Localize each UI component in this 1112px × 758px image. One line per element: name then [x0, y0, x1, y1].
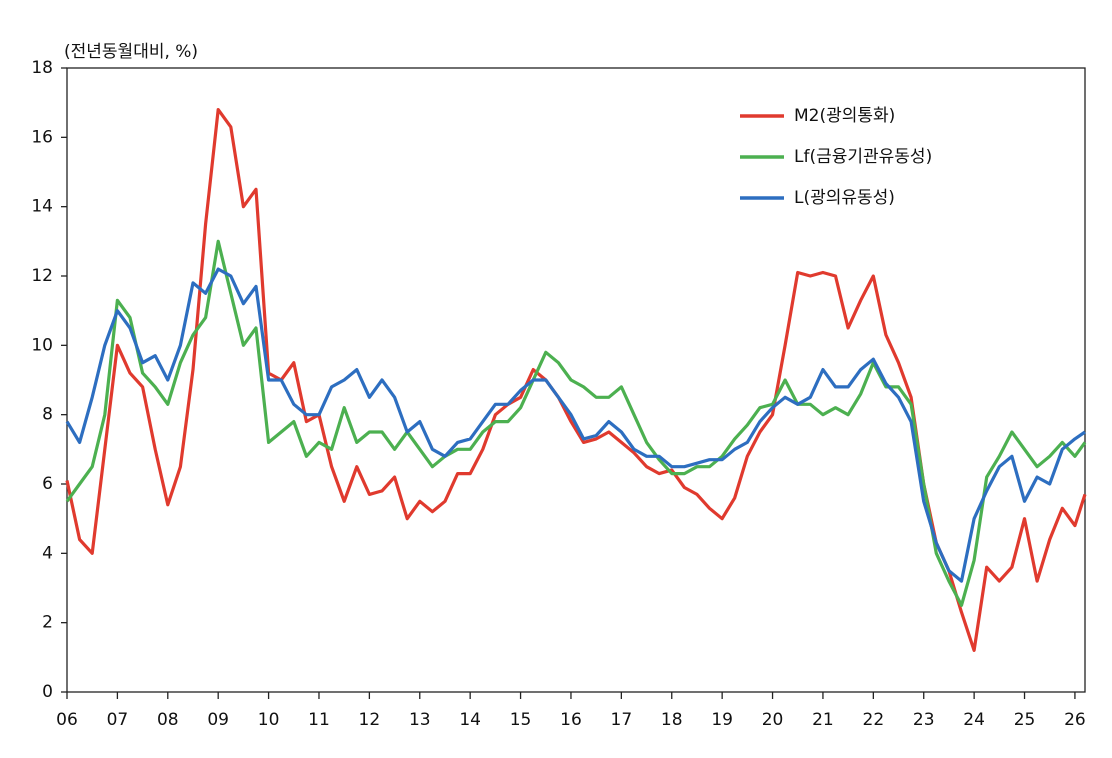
x-tick-label: 22: [863, 710, 885, 730]
x-tick-label: 16: [560, 710, 582, 730]
series-line: [65, 108, 1087, 652]
x-tick-label: 17: [611, 710, 633, 730]
x-tick-label: 07: [107, 710, 129, 730]
x-tick-label: 14: [459, 710, 481, 730]
y-tick-label: 6: [42, 474, 53, 494]
x-tick-label: 12: [359, 710, 381, 730]
x-tick-label: 26: [1064, 710, 1086, 730]
x-tick-label: 11: [308, 710, 330, 730]
y-tick-label: 0: [42, 682, 53, 702]
x-tick-label: 09: [207, 710, 229, 730]
series-line: [65, 239, 1087, 607]
y-tick-label: 2: [42, 613, 53, 633]
x-tick-label: 06: [56, 710, 78, 730]
x-tick-label: 13: [409, 710, 431, 730]
y-tick-label: 16: [31, 127, 53, 147]
x-tick-label: 19: [711, 710, 733, 730]
x-tick-label: 18: [661, 710, 683, 730]
legend-label: M2(광의통화): [794, 106, 895, 126]
x-tick-label: 08: [157, 710, 179, 730]
x-tick-label: 20: [762, 710, 784, 730]
y-tick-label: 8: [42, 405, 53, 425]
unit-label: (전년동월대비, %): [64, 42, 198, 62]
legend-label: L(광의유동성): [794, 188, 895, 208]
legend-label: Lf(금융기관유동성): [794, 147, 932, 167]
x-tick-label: 24: [963, 710, 985, 730]
x-tick-label: 25: [1014, 710, 1036, 730]
y-tick-label: 4: [42, 543, 53, 563]
x-tick-label: 15: [510, 710, 532, 730]
y-tick-label: 12: [31, 266, 53, 286]
x-tick-label: 10: [258, 710, 280, 730]
x-tick-label: 21: [812, 710, 834, 730]
plot-frame: [66, 67, 1086, 693]
y-tick-label: 18: [31, 58, 53, 78]
y-tick-label: 14: [31, 197, 53, 217]
y-tick-label: 10: [31, 335, 53, 355]
x-tick-label: 23: [913, 710, 935, 730]
series-line: [65, 267, 1086, 583]
